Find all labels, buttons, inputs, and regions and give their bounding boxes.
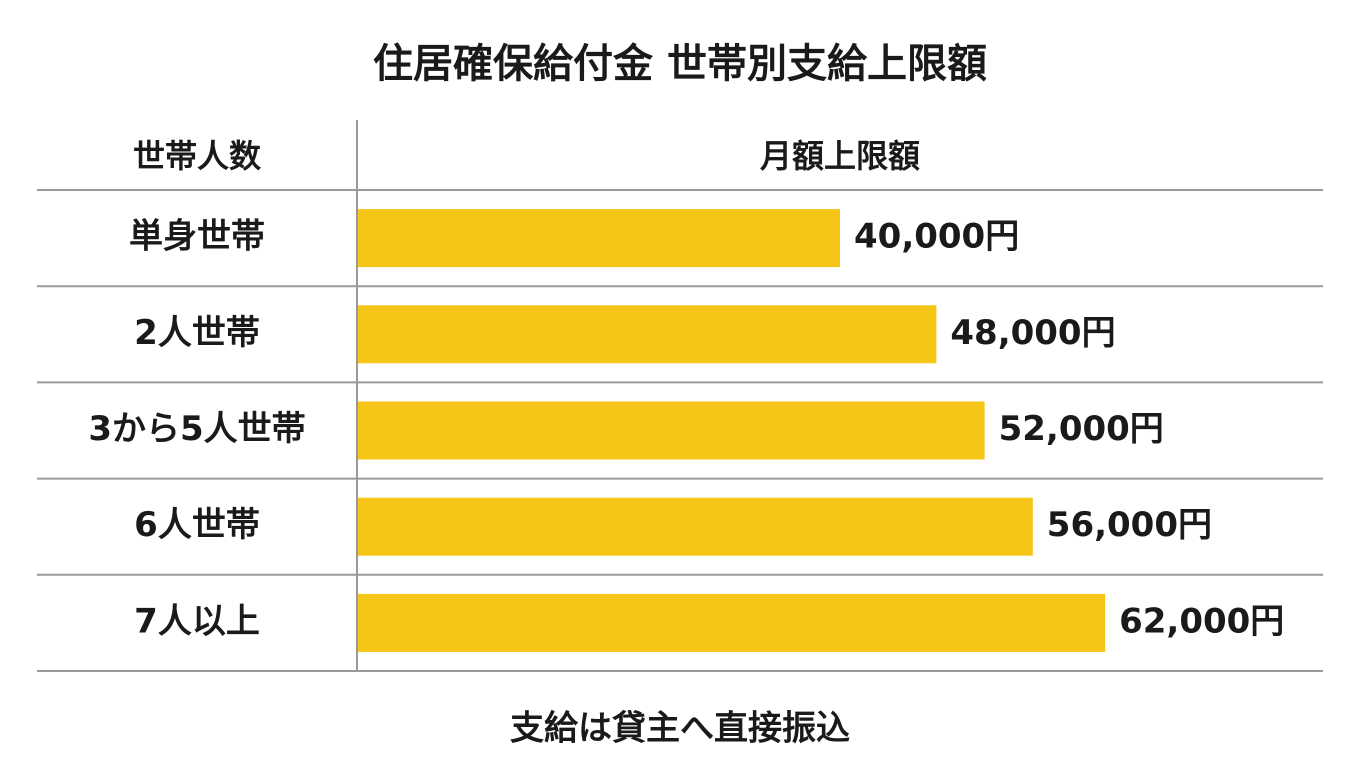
value-label: 40,000円 [854, 217, 1019, 257]
category-label: 単身世帯 [129, 217, 265, 257]
bar [358, 305, 937, 364]
column-header: 月額上限額 [760, 137, 920, 175]
bar [358, 401, 985, 460]
bar [358, 497, 1033, 556]
column-header: 世帯人数 [133, 137, 262, 175]
bar [358, 209, 840, 268]
value-label: 48,000円 [950, 313, 1115, 353]
value-label: 62,000円 [1119, 601, 1284, 641]
value-label: 52,000円 [999, 409, 1164, 449]
category-label: 6人世帯 [134, 505, 260, 545]
bar [358, 593, 1106, 652]
footnote: 支給は貸主へ直接振込 [510, 709, 850, 749]
value-label: 56,000円 [1047, 505, 1212, 545]
category-label: 2人世帯 [134, 313, 260, 353]
category-label: 7人以上 [134, 601, 260, 641]
chart-title: 住居確保給付金 世帯別支給上限額 [373, 41, 987, 87]
category-label: 3から5人世帯 [88, 409, 305, 449]
